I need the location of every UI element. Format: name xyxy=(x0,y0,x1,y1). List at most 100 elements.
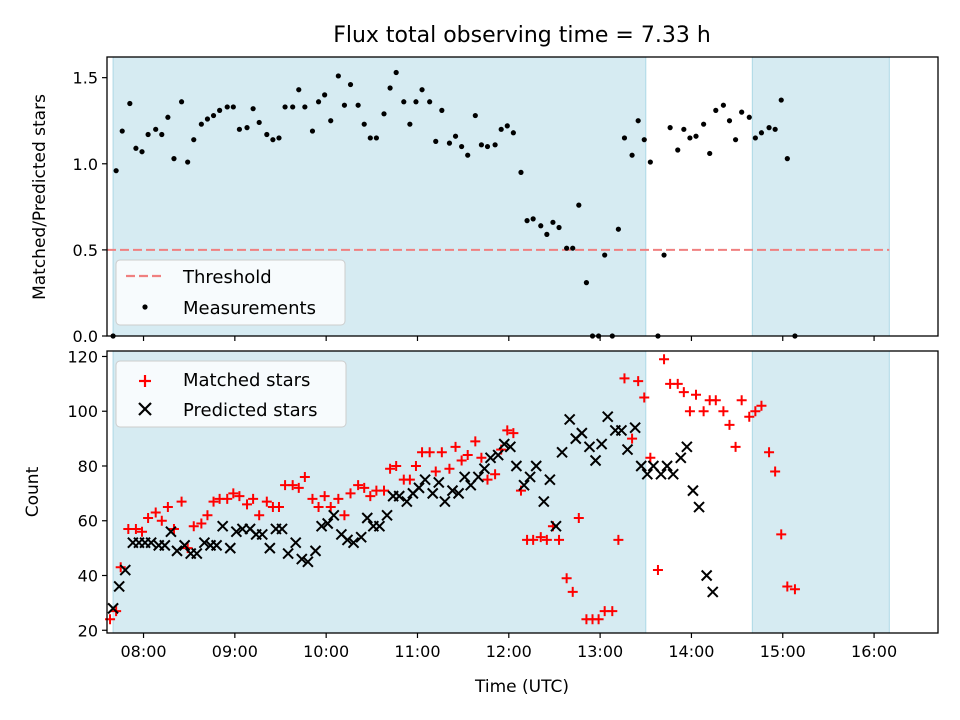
matched-star-point xyxy=(242,499,253,510)
predicted-star-point xyxy=(210,539,223,552)
predicted-star-point xyxy=(113,580,125,593)
measurement-point xyxy=(530,216,536,222)
measurement-point xyxy=(198,121,204,127)
legend-matched-label: Matched stars xyxy=(183,370,310,391)
matched-star-point xyxy=(684,406,695,417)
predicted-stars-points xyxy=(107,411,719,615)
matched-star-point xyxy=(150,507,161,518)
matched-star-point xyxy=(573,513,584,524)
predicted-star-point xyxy=(629,421,641,434)
predicted-star-point xyxy=(641,468,654,480)
matched-star-point xyxy=(333,493,344,504)
matched-star-point xyxy=(607,606,618,617)
y-tick-label: 1.0 xyxy=(73,155,98,174)
matched-star-point xyxy=(744,411,755,422)
predicted-star-point xyxy=(355,531,367,543)
legend-threshold-label: Threshold xyxy=(182,267,272,288)
measurement-point xyxy=(784,156,790,162)
predicted-star-point xyxy=(621,443,634,456)
matched-star-point xyxy=(730,441,741,452)
bottom-y-ticks: 20 40 60 80 100 120 xyxy=(67,347,107,640)
measurement-point xyxy=(576,202,582,208)
matched-star-point xyxy=(143,513,154,524)
predicted-star-point xyxy=(328,509,340,521)
predicted-star-point xyxy=(426,487,439,500)
measurement-point xyxy=(524,218,530,224)
matched-star-point xyxy=(482,474,493,485)
legend-matched-swatch xyxy=(139,375,151,387)
matched-star-point xyxy=(672,378,683,389)
matched-star-point xyxy=(450,441,461,452)
predicted-star-point xyxy=(707,586,719,598)
measurement-point xyxy=(309,128,316,134)
measurement-point xyxy=(498,126,504,132)
predicted-star-point xyxy=(484,452,497,464)
predicted-star-point xyxy=(583,441,596,453)
measurement-point xyxy=(153,126,159,132)
top-legend: Threshold Measurements xyxy=(115,259,346,326)
matched-star-point xyxy=(359,482,370,493)
matched-star-point xyxy=(639,392,650,403)
matched-star-point xyxy=(593,614,604,625)
predicted-star-point xyxy=(321,517,334,530)
bottom-axes-frame xyxy=(106,350,939,634)
predicted-star-point xyxy=(230,525,243,538)
measurement-point xyxy=(707,150,713,157)
predicted-star-point xyxy=(681,441,693,453)
y-tick-label: 40 xyxy=(78,567,98,586)
matched-star-point xyxy=(353,480,364,491)
matched-star-point xyxy=(404,474,415,485)
measurement-point xyxy=(361,121,367,127)
x-tick-label: 13:00 xyxy=(577,642,623,661)
predicted-star-point xyxy=(302,556,314,568)
predicted-star-point xyxy=(178,539,191,552)
matched-star-point xyxy=(456,455,467,466)
predicted-star-point xyxy=(419,473,431,486)
matched-star-point xyxy=(430,466,441,477)
measurement-point xyxy=(427,99,433,105)
predicted-star-point xyxy=(216,520,229,532)
predicted-star-point xyxy=(563,413,576,426)
measurement-point xyxy=(355,102,361,108)
matched-star-point xyxy=(776,529,787,540)
measurement-point xyxy=(165,114,171,120)
legend-measurements-label: Measurements xyxy=(183,298,316,319)
matched-star-point xyxy=(196,518,207,529)
measurement-point xyxy=(407,121,413,127)
matched-star-point xyxy=(365,491,376,502)
measurement-point xyxy=(113,168,119,174)
matched-star-point xyxy=(724,419,735,430)
matched-star-point xyxy=(470,436,481,447)
measurement-point xyxy=(510,130,516,136)
predicted-star-point xyxy=(341,534,354,546)
predicted-star-point xyxy=(538,495,550,508)
predicted-star-point xyxy=(635,460,647,472)
measurement-point xyxy=(675,147,681,153)
measurement-point xyxy=(367,135,373,141)
predicted-star-point xyxy=(524,471,536,483)
measurement-point xyxy=(119,128,125,134)
matched-star-point xyxy=(789,584,800,595)
predicted-star-point xyxy=(296,553,308,565)
matched-star-point xyxy=(228,488,239,499)
measurement-point xyxy=(504,123,510,129)
matched-star-point xyxy=(528,534,539,545)
measurement-point xyxy=(556,224,562,231)
matched-star-point xyxy=(436,447,447,458)
matched-star-point xyxy=(293,482,304,493)
matched-star-point xyxy=(476,452,487,463)
matched-star-point xyxy=(325,502,336,513)
measurement-point xyxy=(472,112,478,119)
matched-star-point xyxy=(208,496,219,507)
measurement-point xyxy=(302,104,308,110)
predicted-star-point xyxy=(615,424,628,437)
predicted-star-point xyxy=(452,487,465,500)
measurement-point xyxy=(413,99,419,105)
measurement-point xyxy=(778,97,784,103)
matched-star-point xyxy=(444,463,455,474)
predicted-star-point xyxy=(478,463,491,475)
measurement-point xyxy=(452,133,459,139)
measurement-point xyxy=(276,135,282,141)
matched-star-point xyxy=(718,406,729,417)
